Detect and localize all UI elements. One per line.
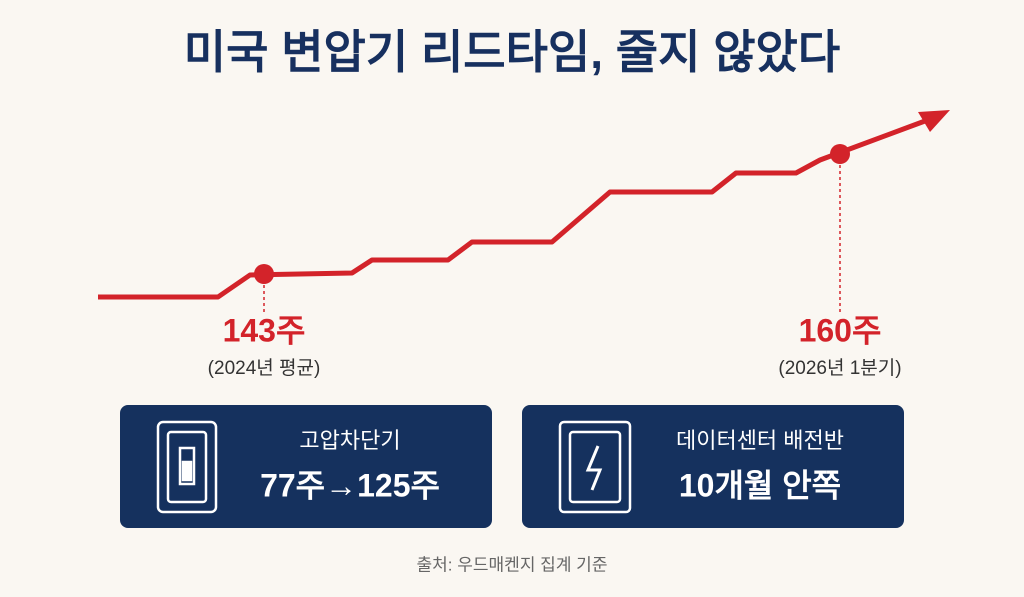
card-label: 고압차단기 [299,428,400,453]
title: 미국 변압기 리드타임, 줄지 않았다 [184,26,840,78]
card-value: 10개월 안쪽 [679,467,841,503]
card [120,405,492,528]
annotation-value: 143주 [223,312,306,348]
point [830,144,850,164]
annotation-note: (2026년 1분기) [778,357,901,379]
annotation-value: 160주 [799,312,882,348]
panel-icon [558,420,632,514]
annotation-note: (2024년 평균) [208,357,321,379]
breaker-icon [156,420,218,514]
card [522,405,904,528]
trend-line [98,118,926,300]
source: 출처: 우드매켄지 집계 기준 [417,555,608,574]
point [254,264,274,284]
card-value: 77주→125주 [260,467,440,503]
card-label: 데이터센터 배전반 [676,428,844,453]
trend-arrow [918,110,950,132]
